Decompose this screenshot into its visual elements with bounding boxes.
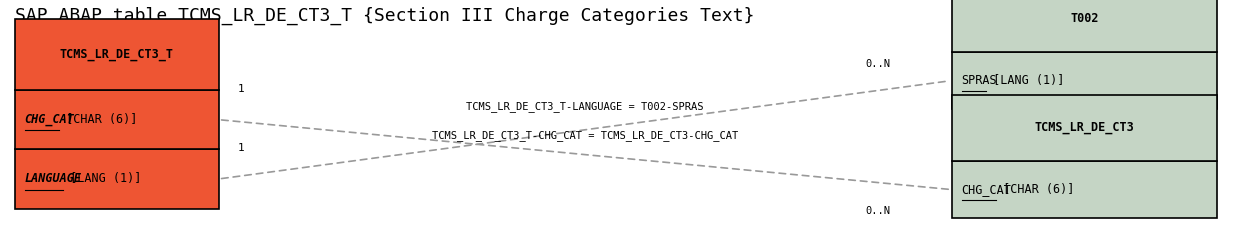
Text: TCMS_LR_DE_CT3_T-CHG_CAT = TCMS_LR_DE_CT3-CHG_CAT: TCMS_LR_DE_CT3_T-CHG_CAT = TCMS_LR_DE_CT… [433, 130, 738, 141]
Text: CHG_CAT: CHG_CAT [25, 113, 74, 126]
Text: 0..N: 0..N [865, 59, 890, 69]
FancyBboxPatch shape [952, 0, 1217, 52]
FancyBboxPatch shape [952, 95, 1217, 161]
Text: TCMS_LR_DE_CT3_T-LANGUAGE = T002-SPRAS: TCMS_LR_DE_CT3_T-LANGUAGE = T002-SPRAS [466, 100, 705, 112]
Text: [CHAR (6)]: [CHAR (6)] [995, 183, 1074, 196]
FancyBboxPatch shape [15, 149, 219, 209]
Text: [LANG (1)]: [LANG (1)] [63, 173, 142, 185]
FancyBboxPatch shape [15, 19, 219, 90]
Text: [LANG (1)]: [LANG (1)] [986, 74, 1064, 87]
Text: 1: 1 [237, 84, 243, 94]
Text: LANGUAGE: LANGUAGE [25, 173, 82, 185]
Text: TCMS_LR_DE_CT3_T: TCMS_LR_DE_CT3_T [59, 48, 174, 61]
Text: TCMS_LR_DE_CT3: TCMS_LR_DE_CT3 [1035, 122, 1135, 134]
Text: T002: T002 [1070, 13, 1099, 25]
FancyBboxPatch shape [15, 90, 219, 149]
Text: CHG_CAT: CHG_CAT [962, 183, 1011, 196]
FancyBboxPatch shape [952, 52, 1217, 109]
Text: [CHAR (6)]: [CHAR (6)] [58, 113, 137, 126]
Text: 0..N: 0..N [865, 206, 890, 216]
Text: SPRAS: SPRAS [962, 74, 997, 87]
Text: 1: 1 [237, 143, 243, 153]
Text: SAP ABAP table TCMS_LR_DE_CT3_T {Section III Charge Categories Text}: SAP ABAP table TCMS_LR_DE_CT3_T {Section… [15, 7, 754, 25]
FancyBboxPatch shape [952, 161, 1217, 218]
